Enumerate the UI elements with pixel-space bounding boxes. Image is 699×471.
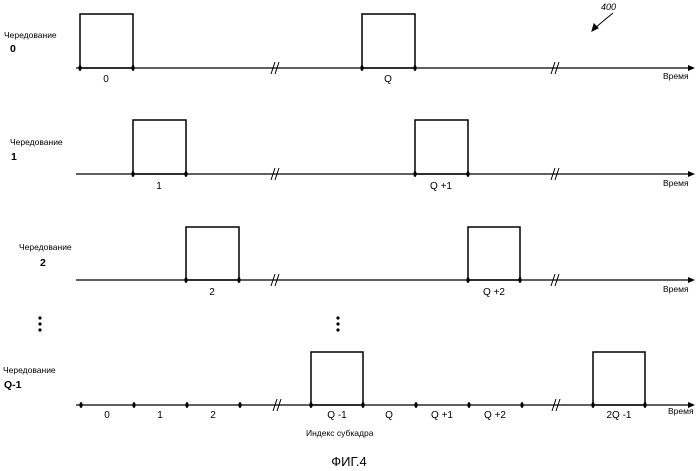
subframe-index-label: Индекс субкадра <box>306 428 374 438</box>
subframe-pulse <box>362 14 415 68</box>
subframe-pulse <box>186 227 239 280</box>
tick-label: 1 <box>157 410 163 421</box>
interlace-row-2: Чередование 2 2 Q +2 Время <box>19 227 695 298</box>
tick-label: 0 <box>104 410 110 421</box>
tick-label: 2Q -1 <box>606 410 631 421</box>
subframe-pulse <box>415 120 468 174</box>
tick-label: 2 <box>210 410 216 421</box>
time-axis-label: Время <box>663 178 689 188</box>
row-label: Чередование <box>10 137 63 147</box>
row-label: Чередование <box>19 242 72 252</box>
tick-label: 1 <box>156 181 162 192</box>
figure-caption: ФИГ.4 <box>331 454 367 469</box>
subframe-pulse <box>593 352 645 405</box>
time-axis-label: Время <box>668 406 694 416</box>
row-id: 0 <box>10 43 16 55</box>
subframe-pulse <box>311 352 363 405</box>
row-id: 2 <box>40 257 46 269</box>
tick-label: Q <box>385 410 393 421</box>
tick-label: Q +1 <box>430 181 452 192</box>
tick-label: Q +2 <box>484 410 506 421</box>
ellipsis-icon <box>38 316 41 331</box>
row-id: 1 <box>11 151 17 163</box>
subframe-pulse <box>133 120 186 174</box>
tick-label: Q +1 <box>431 410 453 421</box>
reference-arrow-icon <box>592 13 613 31</box>
reference-numeral: 400 <box>601 2 616 12</box>
tick-label: Q +2 <box>483 287 505 298</box>
subframe-pulse <box>468 227 520 280</box>
ellipsis-icon <box>336 316 339 331</box>
row-label: Чередование <box>4 30 57 40</box>
tick-label: 0 <box>103 74 109 85</box>
tick-label: Q <box>384 74 392 85</box>
interlace-row-1: Чередование 1 1 Q +1 Время <box>10 120 695 192</box>
row-id: Q-1 <box>4 379 22 391</box>
time-axis-label: Время <box>663 284 689 294</box>
interlace-row-q-minus-1: Чередование Q-1 0 1 2 Q -1 Q Q +1 Q +2 2… <box>3 352 695 438</box>
row-label: Чередование <box>3 365 56 375</box>
tick-label: Q -1 <box>327 410 347 421</box>
tick-label: 2 <box>209 287 215 298</box>
time-axis-label: Время <box>663 71 689 81</box>
subframe-pulse <box>80 14 133 68</box>
interlace-row-0: Чередование 0 0 Q Время <box>4 14 695 85</box>
